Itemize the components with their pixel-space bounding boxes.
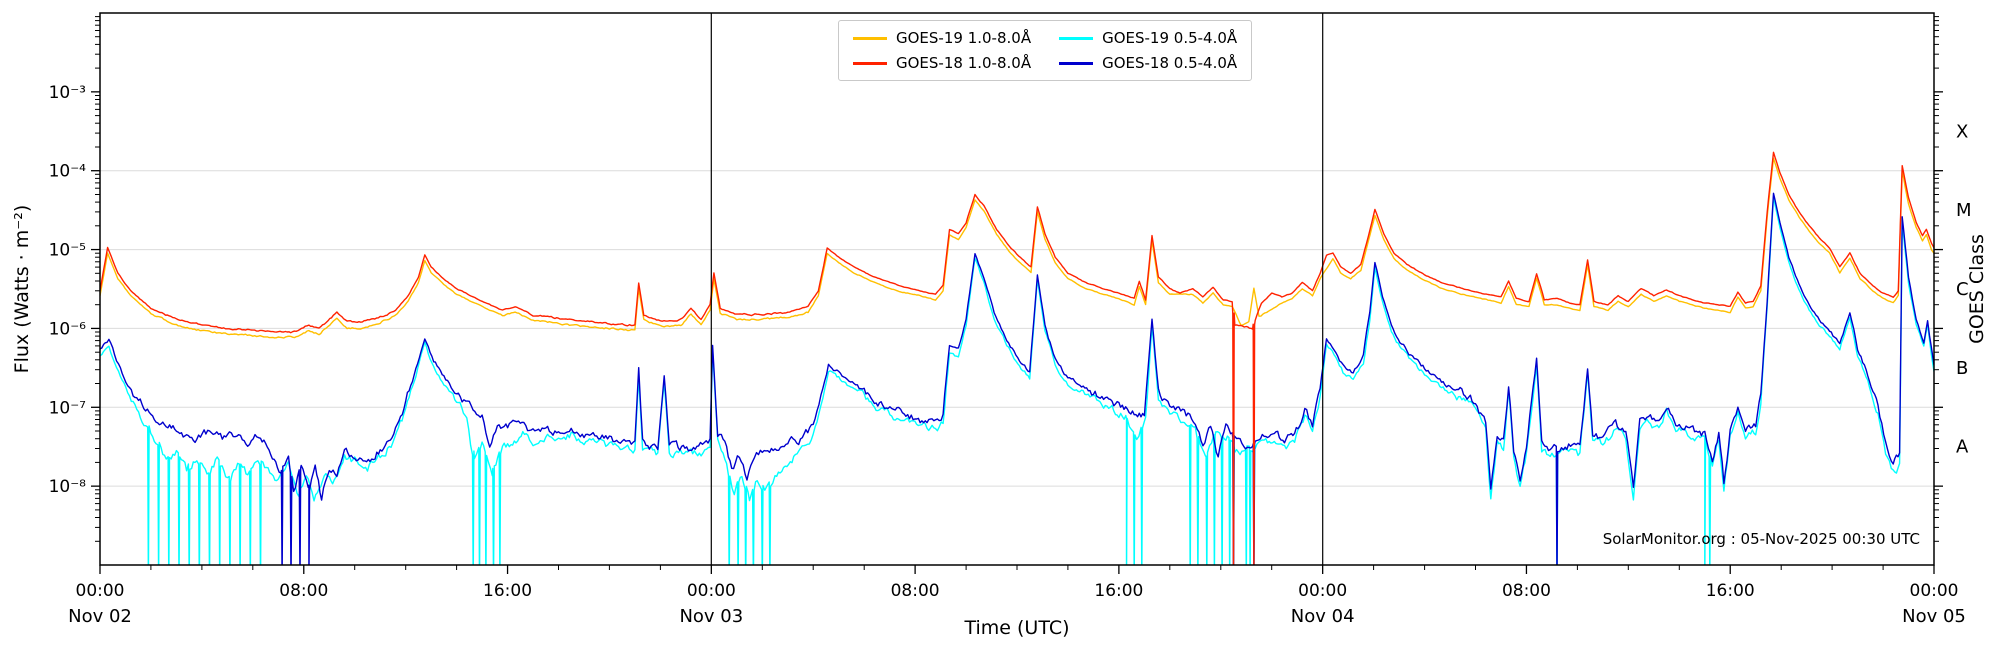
y-tick-label: 10⁻³ [49,83,86,103]
plot-frame [99,12,1935,566]
x-tick-label: 00:00 [76,581,125,601]
legend: GOES-19 1.0-8.0Å GOES-18 1.0-8.0Å GOES-19 … [838,20,1253,81]
legend-item-goes19-long: GOES-19 1.0-8.0Å [853,29,1031,47]
x-tick-label: 00:00 [687,581,736,601]
day-label: Nov 02 [68,606,132,627]
goes-class-label-m: M [1956,200,1972,221]
series-line-goes18-short [100,192,1934,565]
series-line-goes18-long [100,151,1934,565]
y-axis-label-right: GOES Class [1966,234,1988,344]
day-label: Nov 05 [1902,606,1966,627]
legend-label: GOES-19 1.0-8.0Å [896,29,1032,47]
goes-class-label-a: A [1956,437,1969,458]
series-line-goes19-long [100,157,1934,339]
legend-label: GOES-19 0.5-4.0Å [1102,29,1238,47]
watermark-annotation: SolarMonitor.org : 05-Nov-2025 00:30 UTC [1602,530,1920,548]
legend-swatch-goes19-long [853,36,887,40]
axis-ticks: 10⁻³ 10⁻⁴ 10⁻⁵ 10⁻⁶ 10⁻⁷ 10⁻⁸ 00:00 Nov 02 08:00… [49,16,1972,627]
legend-item-goes18-long: GOES-18 1.0-8.0Å [853,54,1031,72]
legend-swatch-goes18-short [1059,61,1094,65]
goes-class-label-c: C [1956,279,1969,300]
x-tick-label: 08:00 [1502,581,1551,601]
goes-class-label-x: X [1956,121,1968,142]
x-tick-label: 08:00 [279,581,328,601]
y-axis-label-left: Flux (Watts · m⁻²) [11,204,33,374]
y-tick-label: 10⁻⁶ [49,319,87,339]
legend-item-goes19-short: GOES-19 0.5-4.0Å [1059,29,1237,47]
x-tick-label: 08:00 [891,581,940,601]
goes-class-label-b: B [1956,358,1968,379]
y-tick-label: 10⁻⁷ [49,398,87,418]
x-tick-label: 00:00 [1910,581,1959,601]
legend-label: GOES-18 1.0-8.0Å [896,54,1032,72]
legend-item-goes18-short: GOES-18 0.5-4.0Å [1059,54,1237,72]
x-tick-label: 16:00 [1706,581,1755,601]
legend-swatch-goes18-long [853,61,887,65]
x-tick-label: 16:00 [483,581,532,601]
legend-swatch-goes19-short [1059,36,1094,40]
y-tick-label: 10⁻⁸ [49,477,87,497]
x-axis-label: Time (UTC) [964,617,1070,639]
series-group [100,151,1934,565]
x-tick-label: 00:00 [1298,581,1347,601]
gridlines [100,170,1934,487]
day-label: Nov 04 [1291,606,1355,627]
legend-label: GOES-18 0.5-4.0Å [1102,54,1238,72]
y-tick-label: 10⁻⁵ [49,241,86,261]
y-tick-label: 10⁻⁴ [49,162,87,182]
day-label: Nov 03 [679,606,743,627]
x-tick-label: 16:00 [1094,581,1143,601]
